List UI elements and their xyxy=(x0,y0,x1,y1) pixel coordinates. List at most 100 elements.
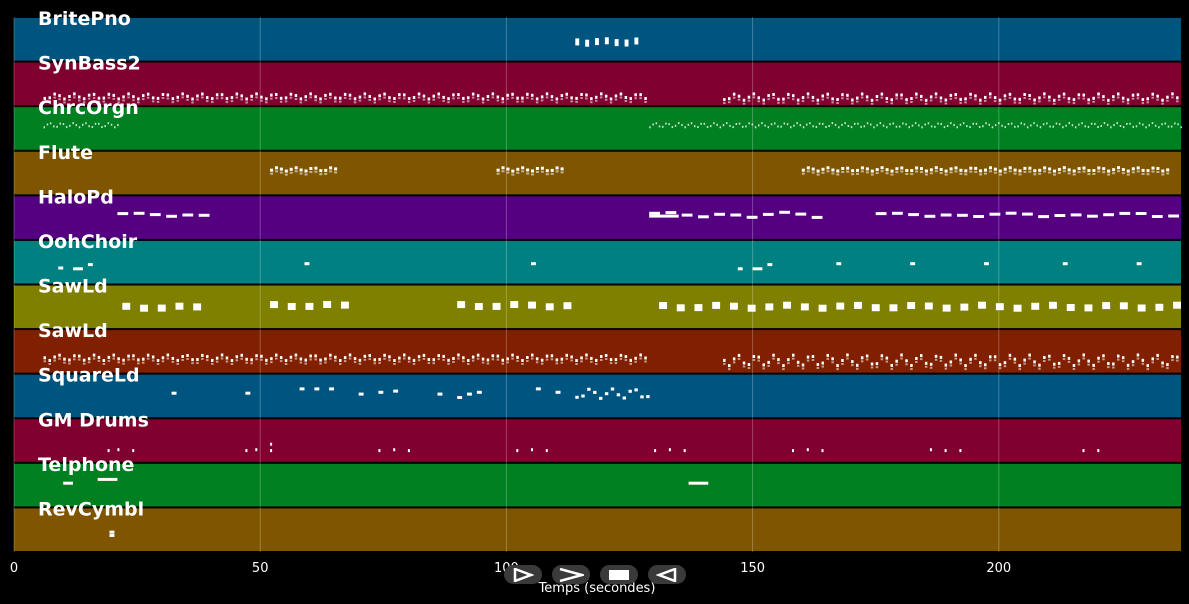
note xyxy=(284,96,288,100)
note xyxy=(860,170,864,173)
note xyxy=(831,168,835,172)
note xyxy=(954,170,958,173)
note xyxy=(1062,92,1066,96)
note xyxy=(1121,100,1125,103)
note xyxy=(133,211,145,215)
note xyxy=(176,99,179,102)
note xyxy=(1067,356,1071,360)
note xyxy=(644,101,647,103)
note xyxy=(870,173,874,176)
note xyxy=(614,39,619,47)
note xyxy=(730,302,738,310)
note xyxy=(1017,125,1019,128)
note xyxy=(412,96,416,99)
note xyxy=(109,530,115,534)
note xyxy=(1102,95,1105,99)
note xyxy=(924,102,928,105)
note xyxy=(890,98,893,102)
note xyxy=(914,122,917,125)
note xyxy=(836,262,842,266)
note xyxy=(1141,172,1145,175)
note xyxy=(821,171,825,174)
note xyxy=(649,214,679,218)
note xyxy=(836,98,839,101)
note xyxy=(846,357,849,360)
note xyxy=(806,448,809,452)
note xyxy=(969,361,972,364)
note xyxy=(1018,364,1021,368)
rewind-button[interactable] xyxy=(648,565,686,584)
note xyxy=(1112,362,1115,366)
note xyxy=(688,481,709,485)
note xyxy=(619,92,623,96)
stop-button[interactable] xyxy=(600,565,638,584)
note xyxy=(595,38,599,46)
note xyxy=(304,262,310,266)
note xyxy=(284,363,288,365)
note xyxy=(1043,96,1046,99)
play-button[interactable] xyxy=(504,565,542,584)
note xyxy=(1038,172,1042,175)
note xyxy=(639,353,642,357)
fast-forward-button[interactable] xyxy=(552,565,590,584)
note xyxy=(245,101,248,104)
note xyxy=(1136,262,1142,266)
note xyxy=(995,303,1004,311)
note xyxy=(1049,301,1057,309)
note xyxy=(191,358,194,362)
note xyxy=(885,97,889,100)
note xyxy=(304,358,307,362)
note xyxy=(1171,359,1174,362)
note xyxy=(1158,126,1160,129)
note xyxy=(73,92,76,96)
note xyxy=(314,99,317,102)
note xyxy=(1072,173,1076,176)
note xyxy=(831,357,834,361)
note xyxy=(73,96,76,99)
note xyxy=(1038,168,1042,172)
note xyxy=(516,100,519,103)
note xyxy=(895,97,898,100)
note xyxy=(1087,125,1090,128)
note xyxy=(314,166,318,170)
note xyxy=(63,481,73,485)
note xyxy=(609,362,613,365)
note xyxy=(358,95,362,99)
note xyxy=(122,95,125,99)
note xyxy=(795,212,807,216)
note xyxy=(1146,364,1149,368)
note xyxy=(550,95,554,99)
note xyxy=(265,362,268,365)
note xyxy=(176,362,179,365)
note xyxy=(595,358,598,362)
note xyxy=(270,301,278,309)
note xyxy=(388,96,391,100)
note xyxy=(886,126,888,129)
note xyxy=(43,360,46,363)
note xyxy=(1067,360,1071,363)
note xyxy=(240,94,243,98)
note xyxy=(1018,173,1022,176)
note xyxy=(818,122,821,125)
note xyxy=(927,122,930,125)
note xyxy=(1003,94,1007,98)
note xyxy=(895,359,898,363)
note xyxy=(476,98,480,101)
note xyxy=(905,98,908,102)
note xyxy=(880,354,884,358)
note xyxy=(959,123,962,126)
note xyxy=(644,356,647,360)
note xyxy=(774,122,776,125)
note xyxy=(668,448,671,452)
note xyxy=(1171,96,1174,99)
x-tick-label: 50 xyxy=(252,561,269,576)
note xyxy=(1156,171,1160,173)
note xyxy=(722,124,725,127)
note xyxy=(1161,365,1164,368)
note xyxy=(732,361,736,364)
note xyxy=(831,172,835,175)
note xyxy=(737,357,741,360)
note xyxy=(87,93,91,97)
note xyxy=(403,357,406,360)
note xyxy=(900,170,904,173)
